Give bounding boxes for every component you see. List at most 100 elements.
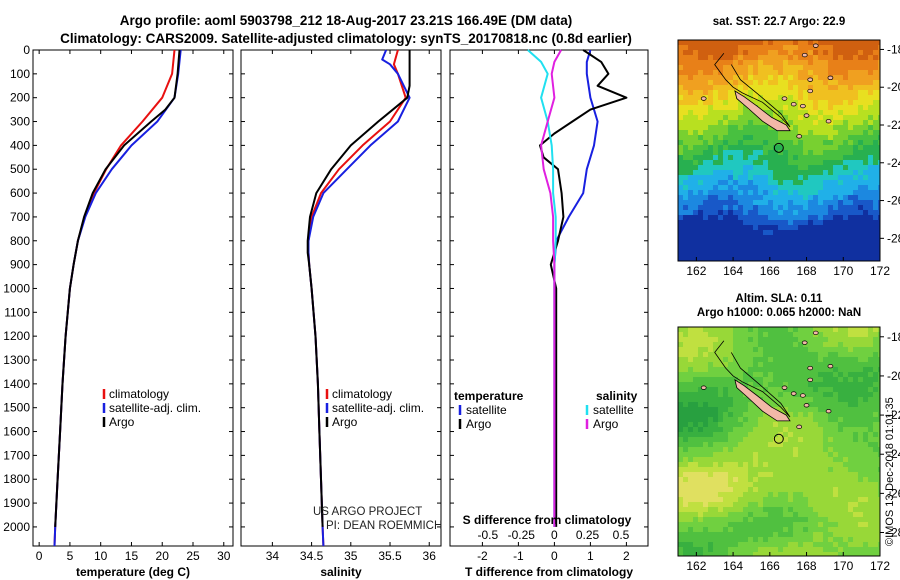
top-tick-label: -0.5 xyxy=(477,528,498,542)
y-tick-label: -26 xyxy=(887,194,900,208)
legend-title-temperature: temperature xyxy=(454,389,524,403)
x-tick-label: 164 xyxy=(723,264,743,278)
series-line-s-satellite xyxy=(527,49,557,527)
y-tick-label: -20 xyxy=(887,80,900,94)
x-tick-label: 36 xyxy=(423,549,437,563)
map-field xyxy=(678,40,881,262)
small-island-shape xyxy=(807,365,814,371)
x-tick-label: 35 xyxy=(344,549,358,563)
small-island-shape xyxy=(800,393,806,398)
top-tick-label: -0.25 xyxy=(508,528,536,542)
float-position-marker xyxy=(773,433,784,444)
y-tick-label: -24 xyxy=(887,156,900,170)
y-tick-label: -28 xyxy=(887,526,900,540)
y-tick-label: 1600 xyxy=(3,425,30,439)
small-island-shape xyxy=(700,96,707,101)
x-tick-label: 2 xyxy=(623,549,630,563)
y-tick-label: 1800 xyxy=(3,472,30,486)
small-island-shape xyxy=(827,363,834,369)
y-tick-label: -28 xyxy=(887,231,900,245)
x-tick-label: 162 xyxy=(686,559,706,573)
small-island-shape xyxy=(803,113,810,118)
y-tick-label: 900 xyxy=(10,258,30,272)
y-tick-label: 700 xyxy=(10,210,30,224)
series-line-t-argo xyxy=(539,49,628,527)
y-tick-label: 800 xyxy=(10,234,30,248)
small-island-shape xyxy=(800,103,806,109)
x-tick-label: 166 xyxy=(760,264,780,278)
small-island-shape xyxy=(790,391,797,396)
small-island-shape xyxy=(807,77,814,82)
series-line-s-argo xyxy=(540,49,562,527)
x-tick-label: 172 xyxy=(870,264,890,278)
x-tick-label: 20 xyxy=(156,549,170,563)
temperature-panel: 0100200300400500600700800900100011001200… xyxy=(3,43,234,579)
series-line-satellite-adj-clim- xyxy=(53,49,182,547)
y-tick-label: 1900 xyxy=(3,496,30,510)
x-tick-label: 25 xyxy=(186,549,200,563)
reef-outline xyxy=(714,52,791,128)
credit-text: ©IMOS 13-Dec-2018 01:01:35 xyxy=(884,397,896,546)
plot-frame xyxy=(240,49,442,547)
map-frame xyxy=(677,39,881,262)
y-tick-label: 500 xyxy=(10,162,30,176)
x-tick-label: 170 xyxy=(833,264,853,278)
x-axis-label: temperature (deg C) xyxy=(76,565,190,579)
project-note: US ARGO PROJECT xyxy=(313,506,422,518)
small-island-shape xyxy=(803,403,810,408)
sst-map: 162 164 166 168 170 172 -18 -20 -22 -24 -26 -28 sat.… xyxy=(677,16,900,278)
x-tick-label: 172 xyxy=(870,559,890,573)
legend-entry: Argo xyxy=(466,417,492,431)
legend-entry: satellite-adj. clim. xyxy=(332,401,424,415)
plot-frame xyxy=(449,49,649,547)
x-tick-label: 34.5 xyxy=(300,549,324,563)
float-position-marker xyxy=(773,142,784,153)
series-line-climatology xyxy=(53,49,176,547)
plot-frame xyxy=(32,49,234,547)
legend-entry: satellite-adj. clim. xyxy=(109,401,201,415)
map-frame xyxy=(677,326,881,557)
small-island-shape xyxy=(807,88,814,94)
top-axis-label: S difference from climatology xyxy=(463,513,632,527)
y-tick-label: 1200 xyxy=(3,329,30,343)
x-tick-label: 168 xyxy=(797,264,817,278)
small-island-shape xyxy=(790,102,797,107)
x-tick-label: 168 xyxy=(797,559,817,573)
small-island-shape xyxy=(801,340,808,345)
sst-map-title: sat. SST: 22.7 Argo: 22.9 xyxy=(713,16,846,28)
y-tick-label: 600 xyxy=(10,186,30,200)
y-tick-label: -24 xyxy=(887,447,900,461)
top-tick-label: 0.5 xyxy=(613,528,630,542)
top-tick-label: 0.25 xyxy=(576,528,600,542)
small-island-shape xyxy=(801,52,808,58)
legend-entry: Argo xyxy=(332,415,358,429)
small-island-shape xyxy=(812,43,819,48)
pi-note: PI: DEAN ROEMMICH xyxy=(326,520,442,532)
y-tick-label: 200 xyxy=(10,91,30,105)
y-tick-label: -18 xyxy=(887,330,900,344)
x-tick-label: 170 xyxy=(833,559,853,573)
y-tick-label: 1400 xyxy=(3,377,30,391)
x-tick-label: 15 xyxy=(125,549,139,563)
x-tick-label: 0 xyxy=(36,549,43,563)
x-axis-label: T difference from climatology xyxy=(465,565,633,579)
x-tick-label: 34 xyxy=(266,549,280,563)
small-island-shape xyxy=(825,409,832,414)
sla-map: 162 164 166 168 170 172 -18 -20 -22 -24 -26 -28 Alti… xyxy=(677,293,900,573)
sla-map-title-line1: Altim. SLA: 0.11 xyxy=(736,293,824,305)
small-island-shape xyxy=(827,75,834,80)
reef-outline xyxy=(714,340,791,418)
x-axis-label: salinity xyxy=(320,565,362,579)
x-tick-label: -1 xyxy=(513,549,524,563)
x-tick-label: 164 xyxy=(723,559,743,573)
salinity-panel: 34 34.5 35 35.5 36 salinity climatologysatelli… xyxy=(240,49,442,579)
series-line-argo xyxy=(306,50,411,527)
small-island-shape xyxy=(781,96,788,101)
y-tick-label: 1300 xyxy=(3,353,30,367)
figure-title-line1: Argo profile: aoml 5903798_212 18-Aug-20… xyxy=(120,13,572,28)
x-tick-label: 35.5 xyxy=(378,549,402,563)
x-tick-label: 5 xyxy=(67,549,74,563)
y-tick-label: 1100 xyxy=(4,305,30,319)
y-tick-label: 0 xyxy=(23,43,30,57)
legend-entry: satellite xyxy=(466,403,507,417)
